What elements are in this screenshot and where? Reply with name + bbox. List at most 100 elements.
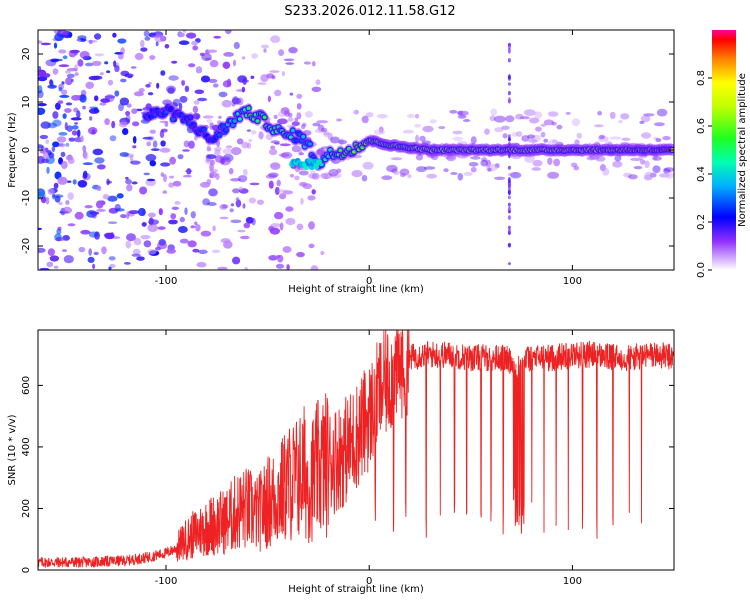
heatmap-cell: [120, 47, 125, 55]
heatmap-cell: [390, 157, 403, 161]
heatmap-cell: [207, 202, 217, 206]
heatmap-cell: [450, 172, 458, 175]
heatmap-cell: [270, 145, 276, 150]
heatmap-cell: [147, 212, 156, 218]
heatmap-cell: [311, 189, 316, 195]
heatmap-cell: [76, 129, 81, 138]
heatmap-cell: [169, 175, 175, 179]
heatmap-cell: [402, 129, 415, 134]
heatmap-cell: [507, 42, 511, 50]
snr-frame: [37, 329, 675, 571]
heatmap-cell: [61, 81, 65, 85]
heatmap-cell: [298, 149, 303, 156]
heatmap-cell: [126, 103, 132, 108]
heatmap-cell: [243, 222, 251, 229]
heatmap-cell: [46, 166, 50, 174]
heatmap-cell: [393, 170, 400, 176]
heatmap-cell: [94, 53, 105, 57]
y-tick-label: 0: [21, 147, 32, 153]
heatmap-cell: [188, 63, 196, 68]
heatmap-cell: [323, 157, 328, 162]
heatmap-cell: [296, 223, 304, 231]
heatmap-cell: [294, 138, 299, 143]
heatmap-cell: [361, 174, 368, 182]
heatmap-cell: [114, 65, 120, 73]
heatmap-cell: [82, 145, 87, 153]
heatmap-cell: [146, 141, 152, 147]
heatmap-cell: [169, 156, 177, 165]
heatmap-marks: [38, 30, 674, 270]
heatmap-cell: [594, 124, 604, 128]
heatmap-cell: [91, 210, 98, 219]
heatmap-cell: [217, 266, 228, 270]
y-tick-label: 600: [21, 376, 32, 395]
heatmap-cell: [588, 155, 600, 160]
heatmap-cell: [248, 197, 257, 204]
heatmap-cell: [64, 70, 71, 74]
heatmap-cell: [217, 133, 222, 137]
heatmap-cell: [88, 248, 92, 256]
heatmap-cell: [58, 49, 67, 54]
heatmap-cell: [470, 166, 477, 173]
heatmap-cell: [221, 99, 232, 108]
heatmap-cell: [287, 117, 294, 122]
heatmap-cell: [100, 98, 111, 103]
colorbar-tick-label: 0.2: [696, 214, 707, 230]
heatmap-cell: [94, 231, 100, 240]
heatmap-cell: [294, 117, 299, 123]
heatmap-cell: [386, 164, 398, 173]
colorbar-gradient: [712, 30, 736, 270]
heatmap-cell: [171, 206, 179, 210]
heatmap-cell: [507, 181, 511, 188]
heatmap-cell: [132, 248, 141, 255]
heatmap-cell: [457, 173, 464, 181]
heatmap-cell: [56, 136, 67, 143]
heatmap-cell: [45, 196, 50, 205]
heatmap-cell: [40, 121, 51, 129]
heatmap-cell: [294, 175, 300, 181]
heatmap-cell: [213, 83, 219, 88]
heatmap-cell: [190, 225, 196, 229]
heatmap-cell: [278, 189, 288, 193]
heatmap-cell: [138, 207, 146, 217]
heatmap-cell: [230, 203, 234, 207]
heatmap-cell: [316, 159, 322, 166]
heatmap-cell: [76, 110, 81, 119]
heatmap-cell: [118, 121, 128, 128]
colorbar-tick-label: 0.4: [696, 166, 707, 182]
heatmap-cell: [291, 121, 300, 127]
heatmap-cell: [183, 174, 192, 178]
heatmap-cell: [249, 182, 260, 186]
heatmap-cell: [304, 111, 313, 118]
heatmap-cell: [204, 57, 212, 61]
heatmap-cell: [209, 59, 219, 68]
heatmap-cell: [208, 78, 218, 83]
heatmap-cell: [109, 135, 117, 142]
heatmap-cell: [164, 44, 170, 49]
heatmap-cell: [529, 117, 540, 124]
heatmap-cell: [156, 82, 160, 89]
heatmap-cell: [262, 115, 267, 120]
heatmap-cell: [95, 200, 104, 209]
heatmap-cell: [507, 47, 511, 54]
heatmap-cell: [38, 85, 43, 94]
heatmap-cell: [77, 35, 87, 40]
heatmap-cell: [62, 55, 68, 60]
heatmap-cell: [298, 170, 309, 176]
heatmap-cell: [192, 113, 201, 120]
heatmap-cell: [246, 106, 251, 110]
heatmap-cell: [148, 217, 154, 226]
heatmap-cell: [179, 238, 189, 244]
heatmap-cell: [507, 195, 511, 200]
heatmap-cell: [627, 142, 639, 147]
heatmap-cell: [54, 33, 64, 41]
heatmap-cell: [311, 86, 322, 93]
heatmap-cell: [224, 30, 232, 35]
heatmap-cell: [223, 52, 235, 57]
y-tick-label: 200: [21, 499, 32, 518]
heatmap-cell: [274, 89, 282, 97]
heatmap-cell: [53, 265, 59, 269]
heatmap-cell: [169, 107, 174, 111]
heatmap-cell: [285, 217, 296, 226]
heatmap-cell: [258, 131, 264, 140]
